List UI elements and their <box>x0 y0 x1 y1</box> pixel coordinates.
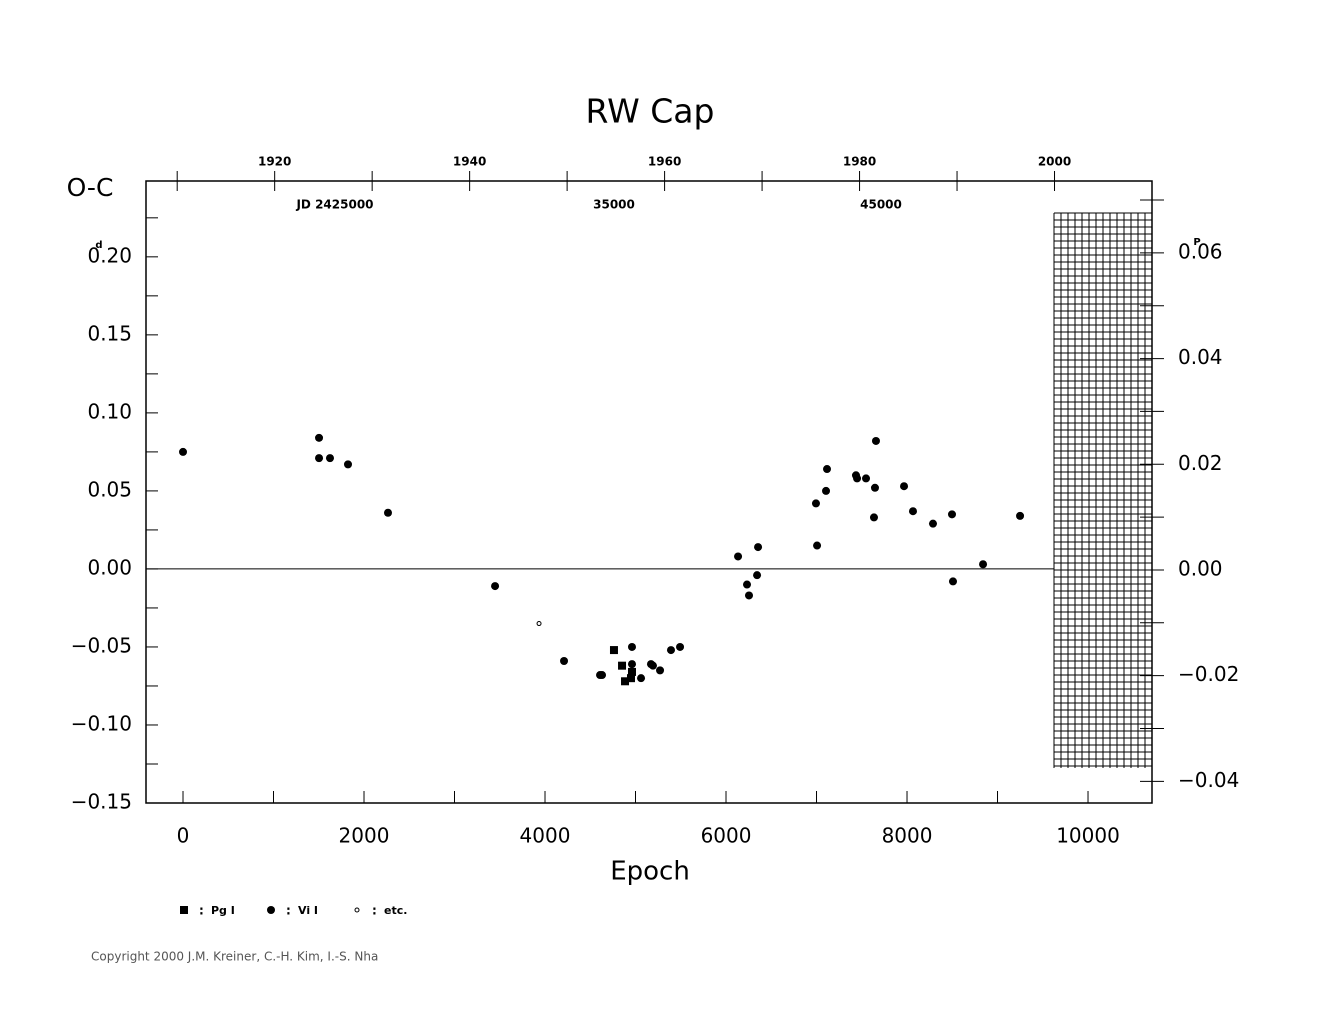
x-tick-label: 2000 <box>339 824 390 848</box>
point-circle <box>753 571 762 580</box>
y-tick-label: 0.15 <box>87 321 132 345</box>
point-square <box>626 674 635 683</box>
point-circle <box>811 499 820 508</box>
y-unit: d <box>95 240 102 251</box>
point-circle <box>745 591 754 600</box>
point-circle <box>947 510 956 519</box>
point-circle <box>560 656 569 665</box>
point-circle <box>871 436 880 445</box>
y2-tick-label: 0.06 <box>1178 239 1223 263</box>
point-circle <box>656 666 665 675</box>
point-circle <box>734 552 743 561</box>
point-circle <box>666 646 675 655</box>
y-axis-label: O-C <box>67 173 114 202</box>
point-circle <box>627 642 636 651</box>
y-tick-label: 0.00 <box>87 555 132 579</box>
point-circle <box>676 642 685 651</box>
point-circle <box>1016 511 1025 520</box>
y2-unit: P <box>1193 237 1200 248</box>
point-square <box>621 677 630 686</box>
point-circle <box>315 454 324 463</box>
point-circle <box>179 447 188 456</box>
y2-tick-label: 0.02 <box>1178 451 1223 475</box>
point-square <box>609 646 618 655</box>
point-square <box>618 661 627 670</box>
legend-label: Vi I <box>298 904 318 917</box>
y2-tick-label: −0.02 <box>1178 662 1239 686</box>
x-tick-label: 6000 <box>701 824 752 848</box>
x-tick-label: 8000 <box>882 824 933 848</box>
y2-tick-label: −0.04 <box>1178 768 1239 792</box>
chart-title: RW Cap <box>586 92 715 131</box>
x-tick-label: 10000 <box>1056 824 1120 848</box>
x-tick-label: 0 <box>177 824 190 848</box>
point-circle <box>754 543 763 552</box>
legend-label: etc. <box>384 904 407 917</box>
point-circle <box>870 483 879 492</box>
x2-tick-label: 1980 <box>843 155 876 169</box>
x2-tick-label: 2000 <box>1038 155 1071 169</box>
copyright: Copyright 2000 J.M. Kreiner, C.-H. Kim, … <box>91 950 378 964</box>
y-tick-label: 0.05 <box>87 477 132 501</box>
point-circle <box>813 541 822 550</box>
legend-marker <box>267 906 275 914</box>
y-tick-label: 0.10 <box>87 399 132 423</box>
point-circle <box>637 674 646 683</box>
point-circle <box>343 460 352 469</box>
legend-separator: : <box>286 904 291 918</box>
y-tick-label: −0.15 <box>71 790 132 814</box>
y-tick-label: 0.20 <box>87 243 132 267</box>
point-circle <box>627 660 636 669</box>
point-square <box>627 667 636 676</box>
jd-label: JD 2425000 <box>295 198 373 212</box>
x2-tick-label: 1940 <box>453 155 486 169</box>
legend-marker <box>180 906 188 914</box>
point-dot <box>536 621 542 627</box>
legend-marker <box>354 907 360 913</box>
point-circle <box>383 508 392 517</box>
point-circle <box>491 582 500 591</box>
y2-tick-label: 0.04 <box>1178 345 1223 369</box>
point-circle <box>979 560 988 569</box>
point-circle <box>948 577 957 586</box>
legend-separator: : <box>372 904 377 918</box>
point-circle <box>862 474 871 483</box>
y-tick-label: −0.05 <box>71 633 132 657</box>
x-tick-label: 4000 <box>520 824 571 848</box>
point-circle <box>822 486 831 495</box>
jd-label: 35000 <box>593 198 635 212</box>
point-circle <box>900 482 909 491</box>
x-axis-label: Epoch <box>610 857 690 887</box>
y2-tick-label: 0.00 <box>1178 556 1223 580</box>
point-circle <box>908 507 917 516</box>
point-circle <box>648 661 657 670</box>
point-circle <box>598 671 607 680</box>
point-circle <box>315 433 324 442</box>
point-circle <box>823 465 832 474</box>
point-circle <box>743 580 752 589</box>
point-circle <box>869 513 878 522</box>
jd-label: 45000 <box>860 198 902 212</box>
legend-label: Pg I <box>211 904 235 917</box>
point-circle <box>928 519 937 528</box>
legend-separator: : <box>199 904 204 918</box>
point-circle <box>853 474 862 483</box>
y-tick-label: −0.10 <box>71 711 132 735</box>
x2-tick-label: 1920 <box>258 155 291 169</box>
hatched-region <box>1053 212 1153 768</box>
x2-tick-label: 1960 <box>648 155 681 169</box>
point-circle <box>325 454 334 463</box>
